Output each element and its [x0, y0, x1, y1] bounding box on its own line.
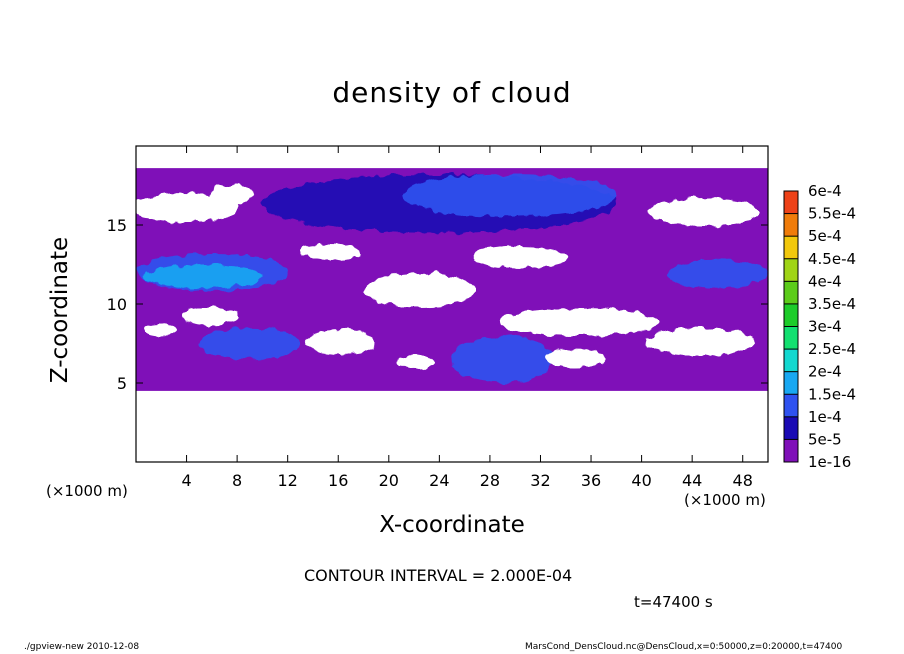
x-tick-label: 4	[181, 471, 191, 490]
density-region	[142, 264, 263, 289]
x-axis: 4 8 12 16 20 24 28 32 36 40 44 48	[181, 146, 753, 490]
gap	[397, 355, 433, 369]
colorbar-swatch	[784, 281, 798, 304]
colorbar-swatch	[784, 303, 798, 327]
colorbar-label: 1e-4	[808, 408, 842, 426]
colorbar-swatch	[784, 236, 798, 259]
y-tick-label: 15	[107, 216, 127, 235]
contour-interval-label: CONTOUR INTERVAL = 2.000E-04	[304, 566, 573, 585]
x-tick-label: 16	[328, 471, 348, 490]
colorbar-swatch	[784, 349, 798, 372]
y-axis: 5 10 15	[107, 216, 768, 393]
y-tick-label: 10	[107, 295, 127, 314]
gap	[136, 194, 240, 222]
time-label: t=47400 s	[634, 593, 713, 611]
gap	[545, 348, 605, 368]
colorbar-label: 5e-4	[808, 227, 842, 245]
gap	[645, 328, 755, 356]
colorbar-swatch	[784, 416, 798, 440]
x-axis-label: X-coordinate	[379, 512, 525, 538]
x-tick-label: 36	[581, 471, 601, 490]
colorbar-swatch	[784, 326, 798, 350]
x-unit-label-right: (×1000 m)	[684, 491, 766, 509]
x-tick-label: 20	[379, 471, 399, 490]
colorbar-label: 5.5e-4	[808, 205, 856, 223]
y-axis-label: Z-coordinate	[47, 236, 73, 384]
colorbar-swatch	[784, 258, 798, 282]
chart-title: density of cloud	[332, 76, 572, 109]
x-tick-label: 12	[278, 471, 298, 490]
density-region	[199, 327, 301, 360]
gap	[144, 324, 176, 336]
x-tick-label: 44	[682, 471, 702, 490]
colorbar-label: 3.5e-4	[808, 295, 856, 313]
gap	[182, 307, 238, 325]
gap	[305, 329, 375, 355]
colorbar-swatch	[784, 394, 798, 417]
density-region	[452, 335, 554, 383]
x-tick-label: 24	[429, 471, 449, 490]
colorbar-swatch	[784, 439, 798, 462]
x-tick-label: 48	[733, 471, 753, 490]
gap	[650, 198, 760, 226]
colorbar-swatch	[784, 371, 798, 395]
colorbar-label: 4.5e-4	[808, 250, 856, 268]
x-tick-label: 8	[232, 471, 242, 490]
density-region	[666, 259, 768, 289]
colorbar-label: 6e-4	[808, 182, 842, 200]
colorbar-label: 2e-4	[808, 363, 842, 381]
x-tick-label: 28	[480, 471, 500, 490]
colorbar-label: 3e-4	[808, 318, 842, 336]
colorbar: 1e-16 5e-5 1e-4 1.5e-4 2e-4 2.5e-4 3e-4 3.5e-4 4…	[783, 182, 856, 471]
no-cloud-gaps	[136, 184, 760, 369]
x-unit-label-left: (×1000 m)	[46, 482, 128, 500]
x-tick-label: 40	[631, 471, 651, 490]
gap	[300, 244, 360, 260]
gap	[365, 273, 475, 307]
colorbar-label: 1e-16	[808, 453, 851, 471]
y-tick-label: 5	[117, 374, 127, 393]
footer-left: ./gpview-new 2010-12-08	[24, 642, 140, 652]
colorbar-swatch	[784, 213, 798, 237]
gap	[210, 184, 254, 204]
footer-right: MarsCond_DensCloud.nc@DensCloud,x=0:5000…	[525, 642, 843, 652]
colorbar-swatch	[784, 191, 798, 214]
gap	[472, 246, 568, 268]
gap	[500, 308, 660, 336]
density-region	[401, 174, 617, 218]
x-tick-label: 32	[530, 471, 550, 490]
colorbar-label: 2.5e-4	[808, 340, 856, 358]
colorbar-label: 4e-4	[808, 272, 842, 290]
colorbar-label: 1.5e-4	[808, 385, 856, 403]
colorbar-label: 5e-5	[808, 430, 842, 448]
